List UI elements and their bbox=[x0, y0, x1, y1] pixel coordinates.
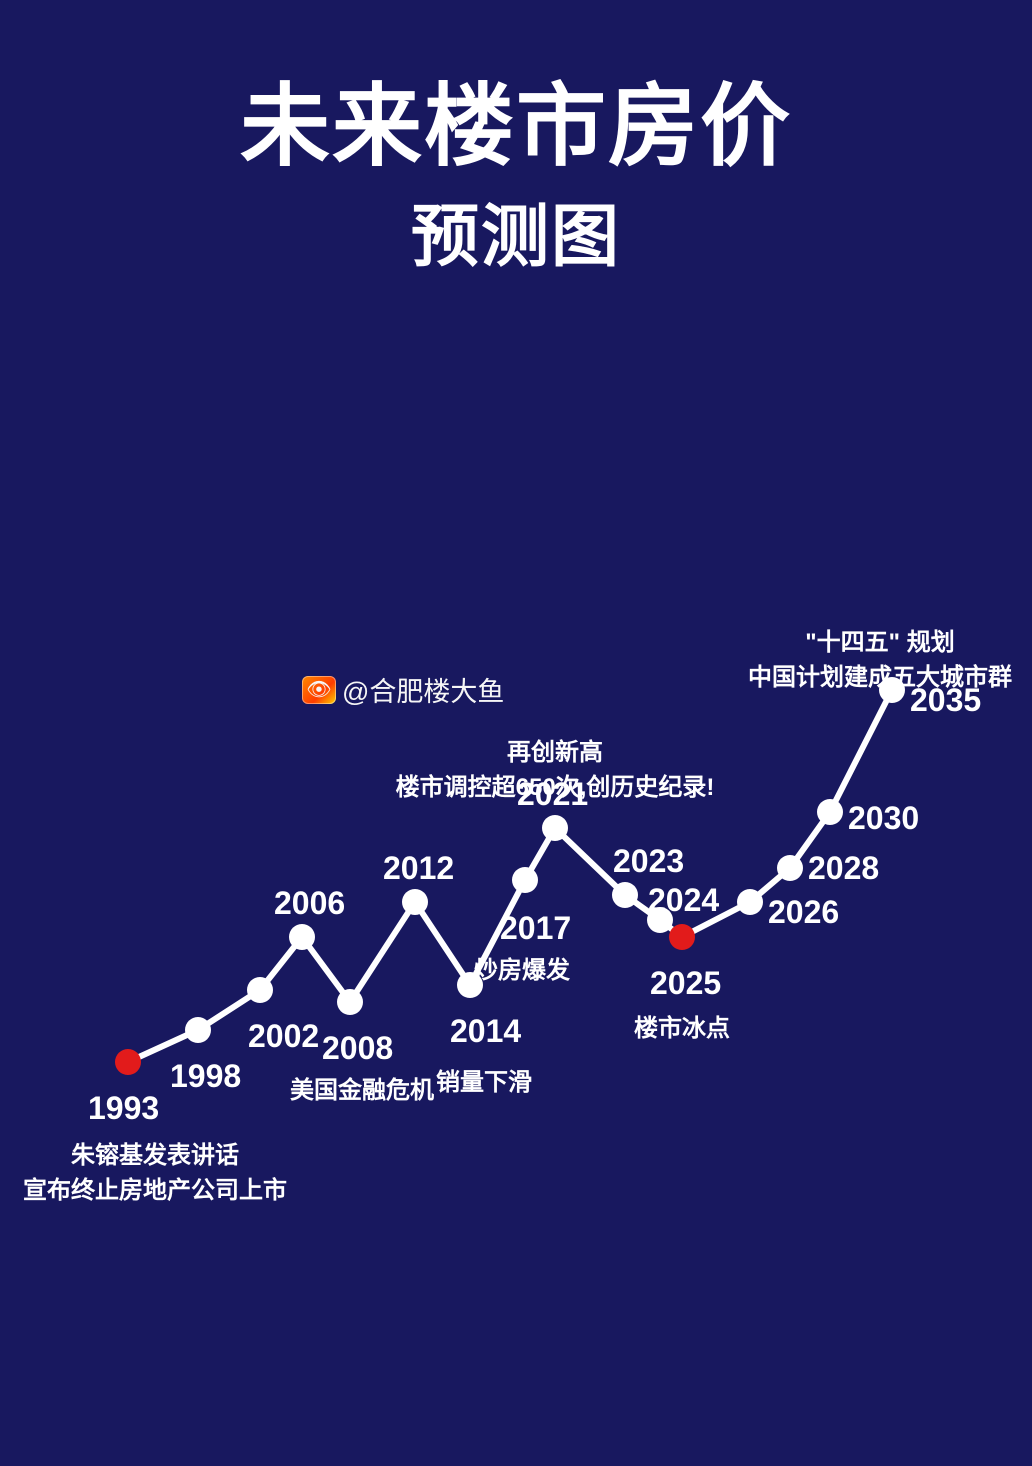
year-label: 2025 bbox=[650, 965, 721, 1002]
chart-annotation: 楼市冰点 bbox=[634, 1008, 730, 1043]
chart-annotation: 美国金融危机 bbox=[290, 1070, 434, 1105]
year-label: 2012 bbox=[383, 850, 454, 887]
year-label: 2014 bbox=[450, 1013, 521, 1050]
chart-annotation: 销量下滑 bbox=[436, 1062, 532, 1097]
chart-annotation: 再创新高楼市调控超650次,创历史纪录! bbox=[396, 732, 715, 802]
year-label: 2028 bbox=[808, 850, 879, 887]
year-label: 2026 bbox=[768, 894, 839, 931]
year-label: 2006 bbox=[274, 885, 345, 922]
year-label: 2002 bbox=[248, 1018, 319, 1055]
chart-annotation: "十四五" 规划中国计划建成五大城市群 bbox=[748, 622, 1012, 692]
year-label: 2023 bbox=[613, 843, 684, 880]
price-forecast-chart: 1993 朱镕基发表讲话宣布终止房地产公司上市 19982002 2006 2008美国… bbox=[0, 0, 1032, 1466]
chart-annotation: 炒房爆发 bbox=[474, 950, 570, 985]
year-label: 1993 bbox=[88, 1090, 159, 1127]
year-label: 2008 bbox=[322, 1030, 393, 1067]
chart-annotation: 朱镕基发表讲话宣布终止房地产公司上市 bbox=[23, 1135, 287, 1205]
year-label: 2030 bbox=[848, 800, 919, 837]
year-label: 2024 bbox=[648, 882, 719, 919]
year-label: 2017 bbox=[500, 910, 571, 947]
year-label: 1998 bbox=[170, 1058, 241, 1095]
